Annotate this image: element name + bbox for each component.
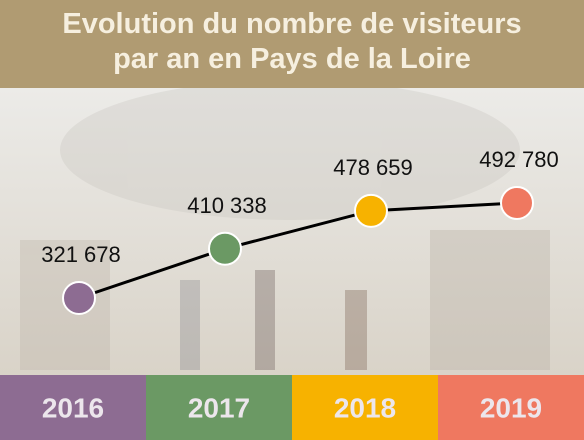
chart-title: par an en Pays de la Loire: [113, 43, 471, 75]
value-label: 321 678: [41, 242, 121, 267]
point: [208, 231, 242, 266]
value-label: 410 338: [187, 193, 267, 218]
category-box: [0, 375, 146, 440]
x-tick-label: 2019: [480, 393, 542, 424]
x-tick-label: 2016: [42, 393, 104, 424]
background-photo: [20, 80, 550, 370]
point: [62, 281, 96, 315]
category-box: [146, 375, 292, 440]
point: [500, 186, 534, 220]
x-tick-label: 2017: [188, 393, 250, 424]
category-box: [292, 375, 438, 440]
x-tick-label: 2018: [334, 393, 396, 424]
value-label: 492 780: [479, 147, 559, 172]
point: [354, 193, 388, 228]
category-box: [438, 375, 584, 440]
title-band: [0, 0, 584, 88]
value-label: 478 659: [333, 155, 413, 180]
chart-title: Evolution du nombre de visiteurs: [62, 8, 521, 40]
line: [78, 201, 518, 300]
